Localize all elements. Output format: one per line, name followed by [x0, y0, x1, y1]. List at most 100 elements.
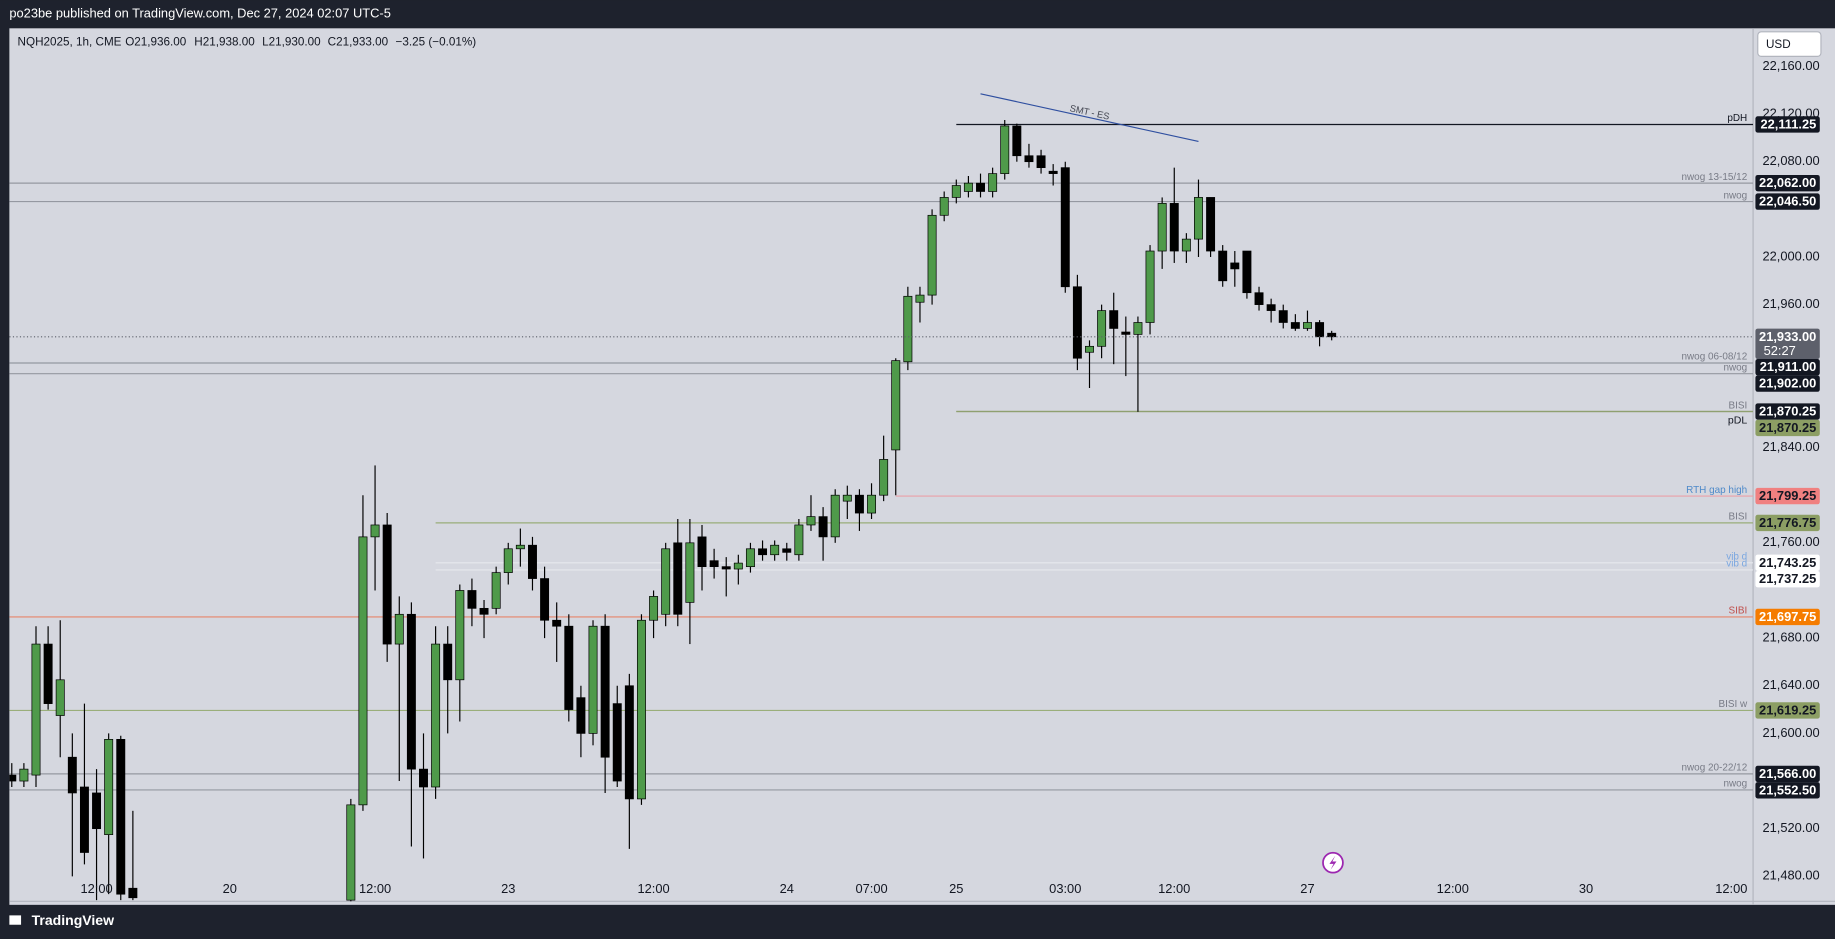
price-tag — [1755, 403, 1820, 420]
candle-body — [1315, 322, 1325, 338]
candle-body — [19, 768, 29, 782]
level-label: vib d — [1726, 559, 1747, 570]
price-tag-label: 21,619.25 — [1759, 702, 1816, 717]
candle-body — [419, 768, 428, 788]
candle-body — [830, 494, 840, 538]
x-tick-label: 27 — [1300, 881, 1314, 896]
legend-high: H21,938.00 — [194, 35, 255, 48]
candle-body — [1230, 262, 1240, 270]
logo[interactable]: TradingView — [9, 912, 114, 928]
price-tag-label: 21,743.25 — [1759, 555, 1816, 570]
y-tick-label: 21,480.00 — [1762, 868, 1819, 883]
level-label: nwog — [1723, 362, 1747, 373]
price-tag — [1755, 419, 1820, 437]
x-tick-label: 07:00 — [855, 881, 887, 896]
candle-body — [1206, 197, 1216, 252]
candle-body — [649, 596, 659, 621]
x-tick-label: 12:00 — [80, 881, 112, 896]
y-tick-label: 21,760.00 — [1762, 534, 1819, 549]
price-tag-label: 21,697.75 — [1759, 609, 1816, 624]
candle-body — [927, 214, 937, 296]
candle-body — [1000, 125, 1010, 174]
candle-body — [406, 613, 416, 770]
candle-body — [963, 182, 973, 192]
price-tag-label: 21,870.25 — [1759, 420, 1816, 435]
y-tick-label: 21,960.00 — [1762, 296, 1819, 311]
currency-label[interactable]: USD — [1766, 38, 1791, 51]
candle-body — [358, 536, 368, 806]
price-tag-label: 21,911.00 — [1760, 359, 1817, 374]
price-tag-label: 21,799.25 — [1759, 488, 1816, 503]
brand: TradingView — [32, 912, 114, 928]
candle-body — [745, 548, 755, 568]
candle-body — [528, 544, 537, 579]
candle-body — [806, 516, 816, 526]
alert-icon[interactable] — [1322, 851, 1344, 874]
x-tick-label: 12:00 — [1437, 881, 1469, 896]
price-tag — [1755, 570, 1820, 588]
candle-body — [891, 360, 901, 451]
candle-body — [79, 786, 89, 853]
candle-body — [1036, 155, 1046, 169]
x-tick-label: 30 — [1579, 881, 1593, 896]
candle-body — [576, 697, 586, 734]
candle-body — [104, 739, 114, 835]
annotation-line — [980, 93, 1199, 143]
price-tag-label: 21,737.25 — [1759, 571, 1816, 586]
candle-body — [939, 197, 949, 216]
price-tag-label: 21,933.00 — [1759, 329, 1816, 344]
legend-symbol: NQH2025, 1h, CME — [18, 35, 122, 48]
x-tick-label: 12:00 — [637, 881, 669, 896]
candle-body — [1133, 322, 1143, 335]
candle-body — [43, 643, 53, 704]
candle-body — [9, 774, 17, 782]
candle-body — [1060, 167, 1070, 288]
price-tag — [1755, 375, 1820, 392]
candle-body — [721, 566, 731, 570]
candle-body — [515, 544, 525, 550]
publisher: po23be published on TradingView.com, Dec… — [9, 6, 391, 21]
level-label: nwog 20-22/12 — [1681, 763, 1747, 774]
price-tag-label: 22,062.00 — [1759, 175, 1816, 190]
price-tag-label: 21,776.75 — [1759, 515, 1816, 530]
candle-body — [636, 619, 646, 800]
level-label: pDH — [1727, 113, 1747, 124]
price-tag — [1755, 116, 1820, 133]
candle-body — [370, 524, 380, 538]
legend-change: −3.25 (−0.01%) — [396, 35, 477, 48]
candle-body — [540, 578, 550, 621]
y-tick-label: 21,640.00 — [1762, 677, 1819, 692]
candle-body — [431, 643, 441, 788]
candle-body — [1097, 310, 1107, 347]
candle-body — [1327, 332, 1337, 338]
price-tag — [1755, 554, 1820, 571]
legend-close: C21,933.00 — [328, 35, 389, 48]
candle-body — [31, 643, 41, 776]
candle-body — [976, 182, 985, 192]
candle-body — [733, 562, 743, 570]
candle-body — [1085, 345, 1094, 353]
candle-body — [1012, 125, 1022, 157]
level-label: nwog — [1723, 779, 1747, 790]
candle-body — [709, 560, 719, 568]
x-tick-label: 23 — [501, 881, 515, 896]
countdown: 52:27 — [1764, 343, 1796, 358]
level-label: vib d — [1726, 552, 1747, 563]
currency-button[interactable] — [1757, 31, 1822, 57]
candle-body — [503, 548, 513, 573]
candle-body — [782, 548, 792, 553]
price-tag — [1755, 328, 1820, 360]
candle-body — [116, 739, 126, 895]
logo-icon — [9, 915, 22, 925]
legend-low: L21,930.00 — [262, 35, 321, 48]
candle-body — [697, 536, 707, 568]
price-tag-label: 21,902.00 — [1759, 376, 1816, 391]
candle-body — [624, 685, 634, 800]
level-label: BISI w — [1719, 699, 1749, 710]
candle-body — [467, 590, 477, 609]
price-tag-label: 21,870.25 — [1759, 404, 1816, 419]
y-tick-label: 21,680.00 — [1762, 630, 1819, 645]
y-tick-label: 21,600.00 — [1762, 725, 1819, 740]
candle-body — [491, 572, 501, 609]
